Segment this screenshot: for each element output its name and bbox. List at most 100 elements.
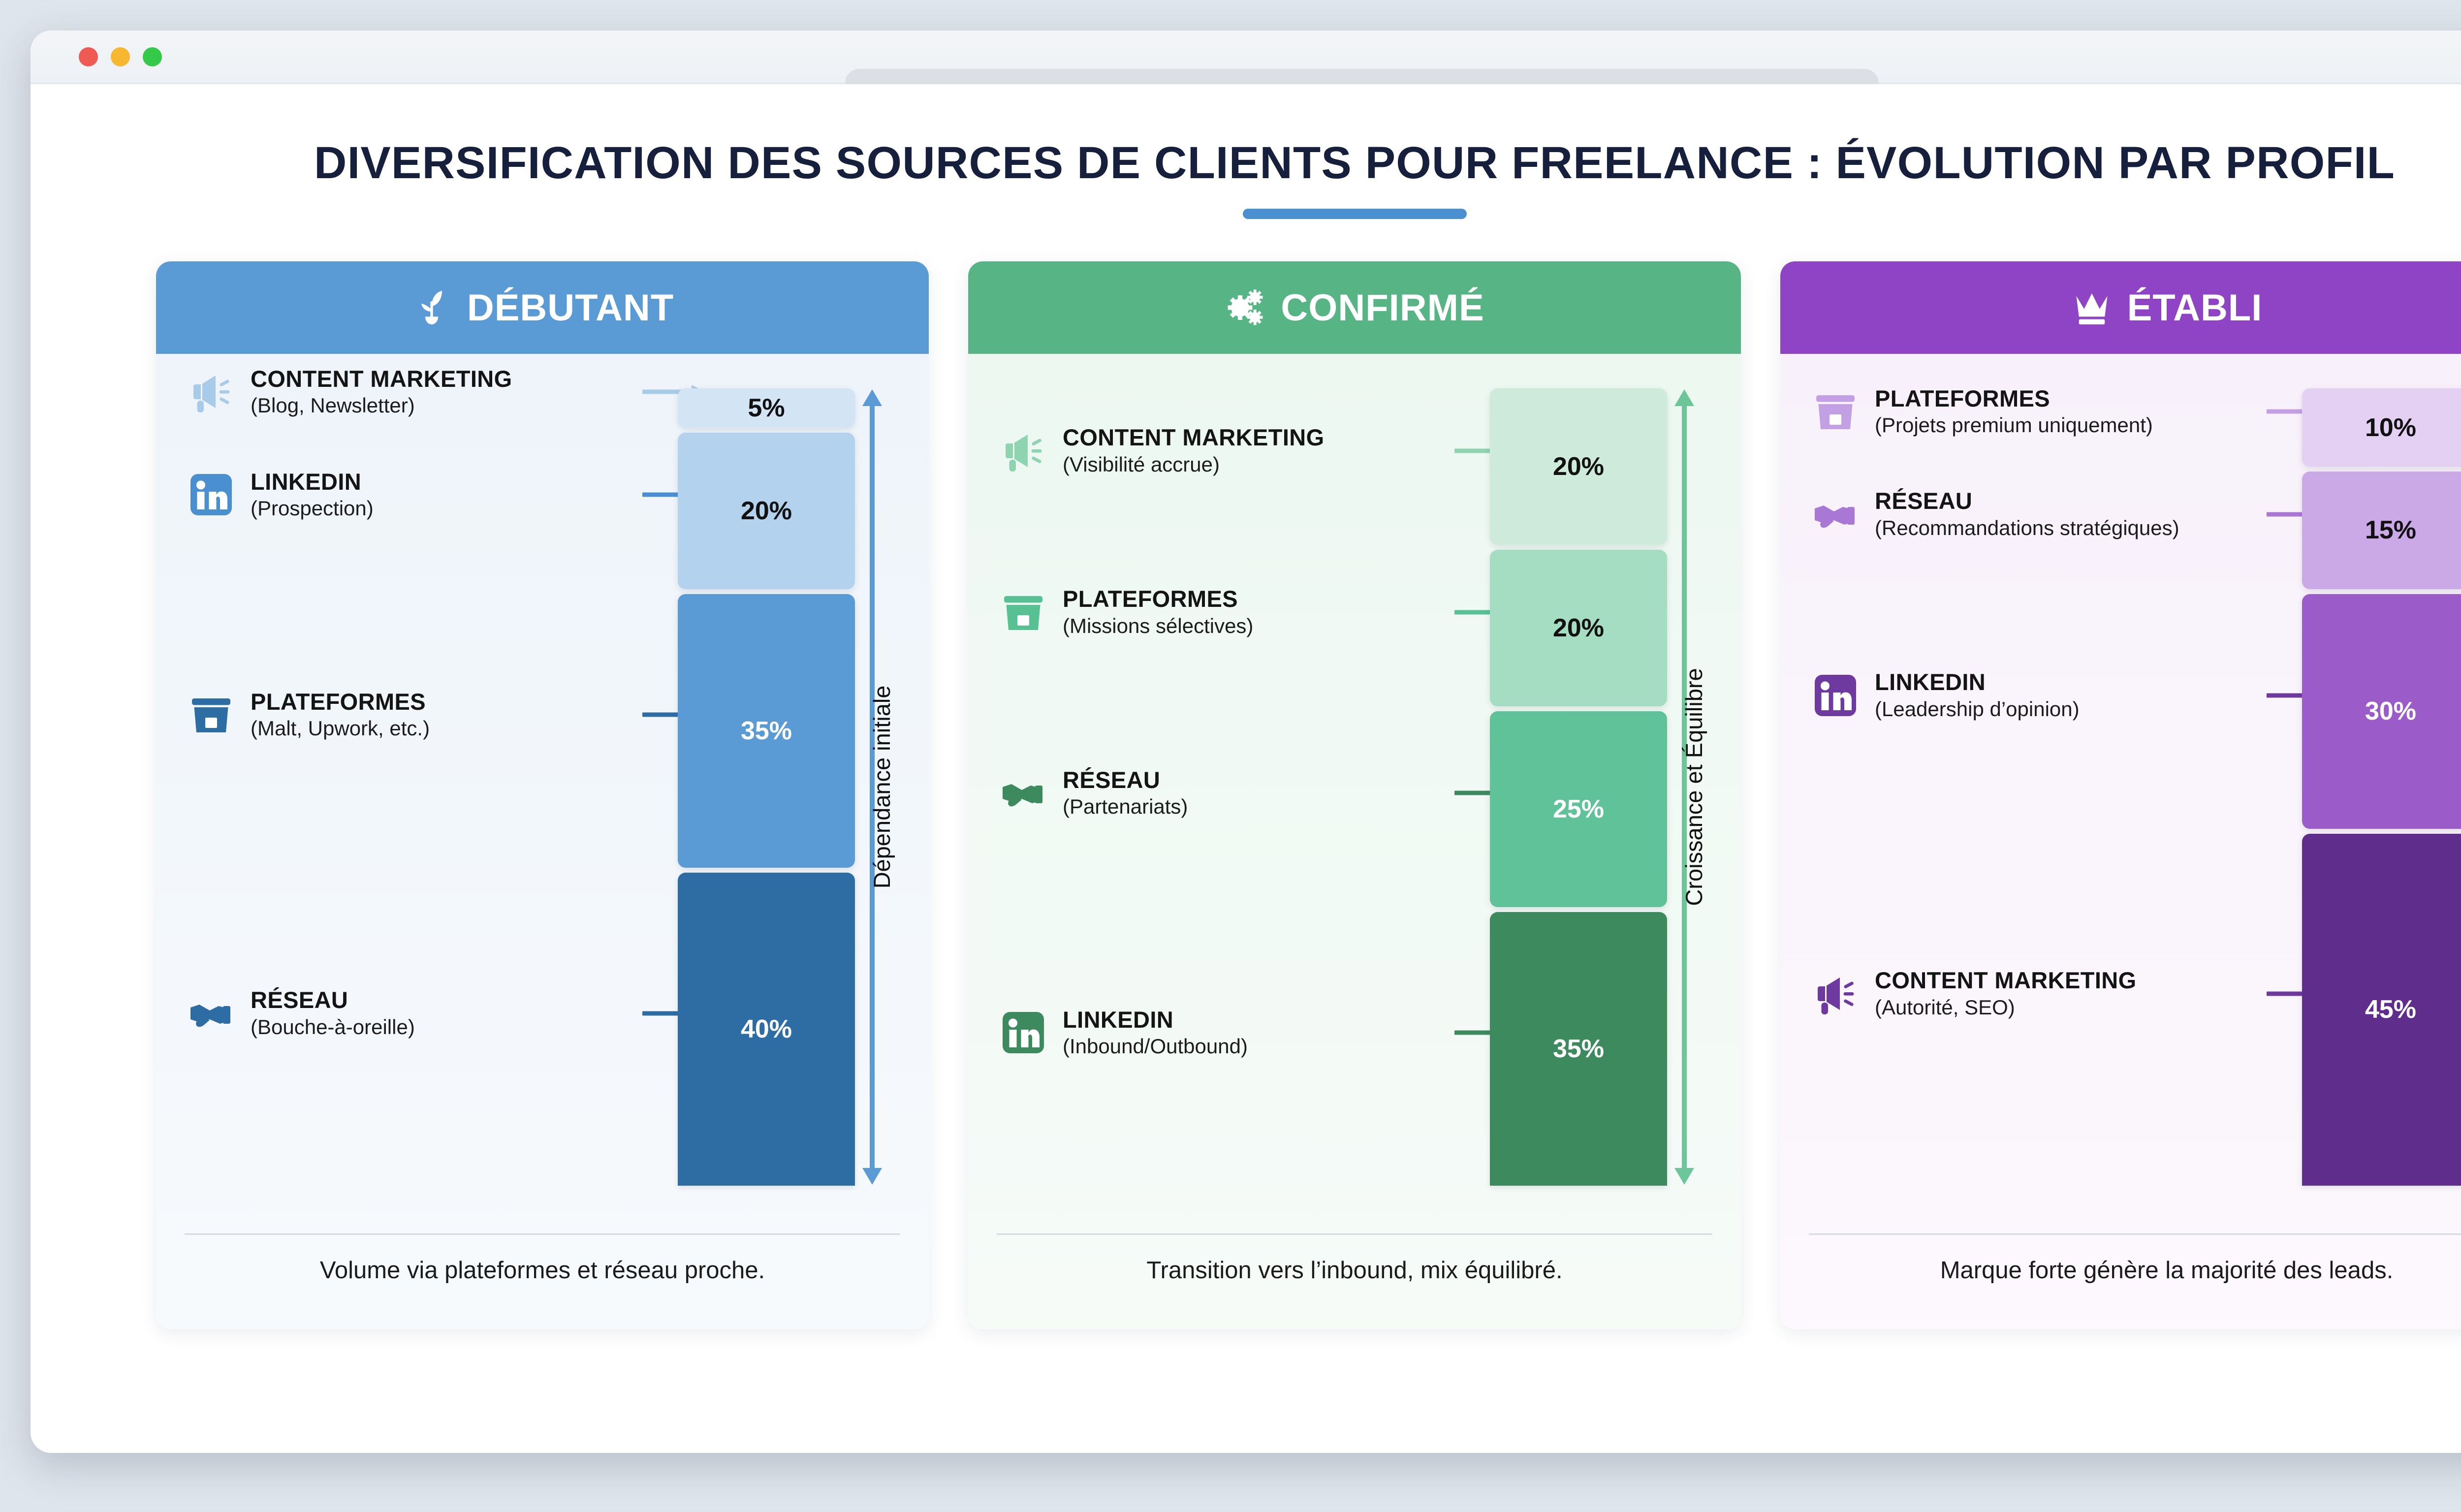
source-row[interactable]: LINKEDIN (Prospection) <box>185 469 706 521</box>
handshake-icon <box>185 990 238 1037</box>
source-title: PLATEFORMES <box>1063 586 1238 612</box>
source-text: RÉSEAU (Recommandations stratégiques) <box>1875 488 2254 540</box>
axis-label: Dépendance initiale <box>869 685 895 889</box>
megaphone-icon <box>997 427 1050 474</box>
axis-arrow-icon: Dépendance initiale <box>861 388 895 1186</box>
source-title: CONTENT MARKETING <box>1063 424 1325 450</box>
column-header: ÉTABLI <box>1780 261 2461 354</box>
megaphone-icon <box>1809 970 1862 1017</box>
storefront-icon <box>1809 388 1862 435</box>
window-controls <box>79 47 162 66</box>
profile-column-tabli: ÉTABLI PLATEFORMES (Projets premium unique… <box>1780 261 2461 1329</box>
column-header-label: CONFIRMÉ <box>1281 286 1484 329</box>
source-rows: PLATEFORMES (Projets premium uniquement) R… <box>1809 385 2461 1186</box>
column-header: DÉBUTANT <box>156 261 929 354</box>
column-caption: Volume via plateformes et réseau proche. <box>319 1257 765 1284</box>
source-title: PLATEFORMES <box>251 688 426 715</box>
source-title: LINKEDIN <box>1063 1006 1174 1033</box>
source-text: RÉSEAU (Partenariats) <box>1063 767 1442 819</box>
column-body: CONTENT MARKETING (Visibilité accrue) PLAT… <box>968 354 1741 1329</box>
bar-segment[interactable]: 35% <box>678 594 855 868</box>
source-text: PLATEFORMES (Missions sélectives) <box>1063 586 1442 638</box>
page-title: DIVERSIFICATION DES SOURCES DE CLIENTS P… <box>314 138 2396 188</box>
bar-stack: 5% 20% 35% 40% <box>678 388 855 1186</box>
source-row[interactable]: CONTENT MARKETING (Blog, Newsletter) <box>185 366 706 418</box>
source-row[interactable]: CONTENT MARKETING (Autorité, SEO) <box>1809 968 2331 1019</box>
seedling-icon <box>411 287 452 328</box>
source-title: LINKEDIN <box>251 468 362 495</box>
title-underline-accent <box>1242 209 1467 219</box>
source-row[interactable]: RÉSEAU (Bouche-à-oreille) <box>185 987 706 1039</box>
bar-segment[interactable]: 40% <box>678 873 855 1186</box>
profile-column-dbutant: DÉBUTANT CONTENT MARKETING (Blog, Newslett… <box>156 261 929 1329</box>
source-row[interactable]: CONTENT MARKETING (Visibilité accrue) <box>997 424 1518 476</box>
source-text: LINKEDIN (Inbound/Outbound) <box>1063 1007 1442 1059</box>
bar-segment[interactable]: 20% <box>678 432 855 589</box>
bar-segment[interactable]: 35% <box>1490 912 1667 1186</box>
column-caption: Marque forte génère la majorité des lead… <box>1940 1257 2394 1284</box>
axis-arrow-icon: Croissance et Équilibre <box>1673 388 1707 1186</box>
source-row[interactable]: RÉSEAU (Recommandations stratégiques) <box>1809 488 2331 540</box>
column-header-label: ÉTABLI <box>2127 286 2263 329</box>
source-row[interactable]: PLATEFORMES (Missions sélectives) <box>997 586 1518 638</box>
bar-stack: 10% 15% 30% 45% <box>2302 388 2461 1186</box>
linkedin-icon <box>997 1009 1050 1056</box>
bar-segment[interactable]: 45% <box>2302 833 2461 1186</box>
source-text: CONTENT MARKETING (Autorité, SEO) <box>1875 968 2254 1019</box>
source-subtitle: (Inbound/Outbound) <box>1063 1035 1248 1058</box>
source-text: PLATEFORMES (Projets premium uniquement) <box>1875 385 2254 438</box>
source-subtitle: (Recommandations stratégiques) <box>1875 516 2179 539</box>
profile-columns: DÉBUTANT CONTENT MARKETING (Blog, Newslett… <box>31 219 2461 1329</box>
source-subtitle: (Autorité, SEO) <box>1875 995 2015 1019</box>
source-title: LINKEDIN <box>1875 669 1986 695</box>
source-title: RÉSEAU <box>1063 766 1161 793</box>
page-content: DIVERSIFICATION DES SOURCES DE CLIENTS P… <box>31 84 2461 1453</box>
column-caption: Transition vers l’inbound, mix équilibré… <box>1146 1257 1563 1284</box>
source-row[interactable]: LINKEDIN (Inbound/Outbound) <box>997 1007 1518 1059</box>
column-body: PLATEFORMES (Projets premium uniquement) R… <box>1780 354 2461 1329</box>
handshake-icon <box>997 769 1050 817</box>
source-text: CONTENT MARKETING (Visibilité accrue) <box>1063 424 1442 476</box>
linkedin-icon <box>185 471 238 518</box>
bar-segment[interactable]: 30% <box>2302 594 2461 829</box>
source-subtitle: (Missions sélectives) <box>1063 614 1254 637</box>
source-text: CONTENT MARKETING (Blog, Newsletter) <box>251 366 630 418</box>
gears-icon <box>1225 287 1266 328</box>
bar-segment[interactable]: 15% <box>2302 472 2461 589</box>
browser-chrome <box>31 31 2461 97</box>
source-subtitle: (Projets premium uniquement) <box>1875 413 2153 437</box>
column-header-label: DÉBUTANT <box>467 286 674 329</box>
source-row[interactable]: PLATEFORMES (Malt, Upwork, etc.) <box>185 689 706 741</box>
bar-segment[interactable]: 5% <box>678 388 855 428</box>
maximize-button[interactable] <box>143 47 162 66</box>
source-text: RÉSEAU (Bouche-à-oreille) <box>251 987 630 1039</box>
profile-column-confirm: CONFIRMÉ CONTENT MARKETING (Visibilité acc… <box>968 261 1741 1329</box>
minimize-button[interactable] <box>111 47 130 66</box>
linkedin-icon <box>1809 672 1862 719</box>
source-row[interactable]: PLATEFORMES (Projets premium uniquement) <box>1809 385 2331 438</box>
source-text: LINKEDIN (Prospection) <box>251 469 630 521</box>
bar-segment[interactable]: 10% <box>2302 388 2461 467</box>
bar-segment[interactable]: 20% <box>1490 388 1667 545</box>
browser-window: DIVERSIFICATION DES SOURCES DE CLIENTS P… <box>31 31 2461 1453</box>
bar-stack: 20% 20% 25% 35% <box>1490 388 1667 1186</box>
baseline-divider <box>185 1233 900 1235</box>
source-row[interactable]: LINKEDIN (Leadership d’opinion) <box>1809 669 2331 721</box>
column-body: CONTENT MARKETING (Blog, Newsletter) LINKE… <box>156 354 929 1329</box>
source-title: PLATEFORMES <box>1875 385 2051 411</box>
source-row[interactable]: RÉSEAU (Partenariats) <box>997 767 1518 819</box>
storefront-icon <box>185 691 238 738</box>
bar-segment[interactable]: 25% <box>1490 711 1667 907</box>
close-button[interactable] <box>79 47 98 66</box>
source-subtitle: (Bouche-à-oreille) <box>251 1015 415 1039</box>
source-title: RÉSEAU <box>1875 488 1973 514</box>
source-title: RÉSEAU <box>251 987 348 1013</box>
source-text: LINKEDIN (Leadership d’opinion) <box>1875 669 2254 721</box>
bar-segment[interactable]: 20% <box>1490 550 1667 706</box>
source-title: CONTENT MARKETING <box>251 365 512 392</box>
storefront-icon <box>997 589 1050 636</box>
source-subtitle: (Visibilité accrue) <box>1063 452 1220 476</box>
baseline-divider <box>997 1233 1712 1235</box>
source-rows: CONTENT MARKETING (Blog, Newsletter) LINKE… <box>185 366 900 1186</box>
source-subtitle: (Blog, Newsletter) <box>251 394 415 417</box>
